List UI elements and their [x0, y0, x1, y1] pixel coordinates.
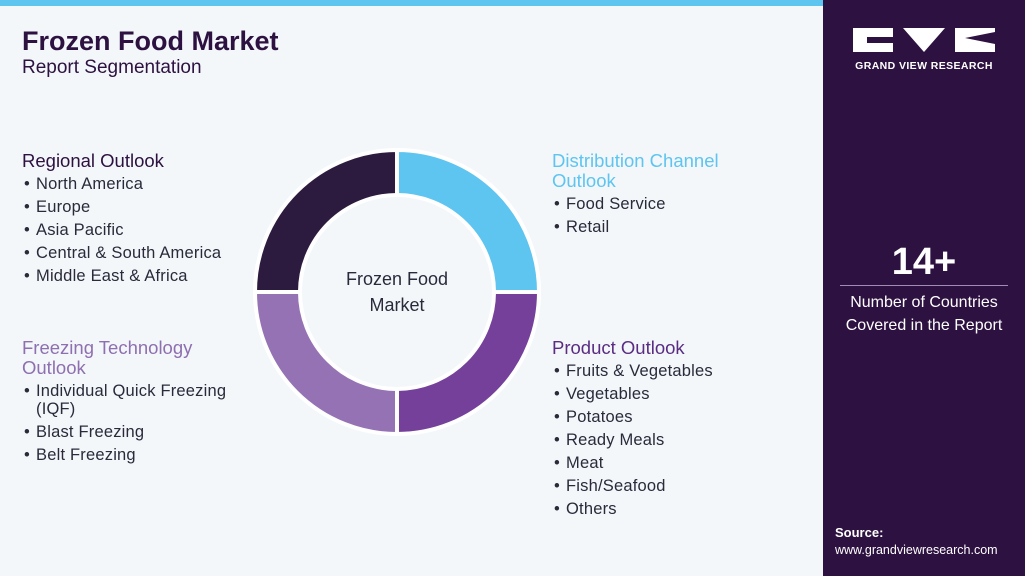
- section: Product Outlook Fruits & Vegetables Vegeta…: [552, 338, 792, 523]
- logo: [853, 28, 995, 52]
- donut-label: Frozen Food Market: [345, 269, 449, 315]
- donut: [252, 147, 542, 437]
- section-title: Distribution Channel Outlook: [552, 150, 719, 191]
- stat: 14+: [891, 241, 957, 283]
- item-list: North America Europe Asia Pacific Central &…: [22, 175, 262, 285]
- item: North America: [22, 175, 262, 193]
- subtitle: Report Segmentation: [22, 57, 202, 78]
- item-list: Food Service Retail: [552, 195, 767, 236]
- item: Blast Freezing: [22, 423, 252, 441]
- item: Others: [552, 500, 792, 518]
- item: Asia Pacific: [22, 221, 262, 239]
- section-title: Regional Outlook: [22, 150, 164, 171]
- title: Frozen Food Market: [22, 26, 279, 56]
- item: Vegetables: [552, 385, 792, 403]
- item: Fish/Seafood: [552, 477, 792, 495]
- item: Retail: [552, 218, 767, 236]
- item: Food Service: [552, 195, 767, 213]
- sidebar: GRAND VIEW RESEARCH 14+ Number of Countr…: [823, 0, 1025, 576]
- source-url: www.grandviewresearch.com: [835, 543, 998, 557]
- section-title: Product Outlook: [552, 337, 685, 358]
- item: Meat: [552, 454, 792, 472]
- section-title: Freezing Technology Outlook: [22, 337, 193, 378]
- section: Freezing Technology OutlookIndividual Qu…: [22, 338, 252, 469]
- top-bar: [0, 0, 823, 6]
- source-label: Source:: [835, 525, 884, 540]
- stat-label: Number of Countries Covered in the Repor…: [845, 294, 1003, 334]
- item: Belt Freezing: [22, 446, 252, 464]
- item-list: Individual Quick Freezing (IQF) Blast Fre…: [22, 382, 252, 464]
- donut-segment: [252, 147, 399, 294]
- brand: GRAND VIEW RESEARCH: [855, 60, 993, 72]
- section: Distribution Channel OutlookFood Service…: [552, 151, 767, 241]
- item: Individual Quick Freezing (IQF): [22, 382, 252, 418]
- item-list: Fruits & Vegetables Vegetables Potatoes Rea…: [552, 362, 792, 518]
- item: Fruits & Vegetables: [552, 362, 792, 380]
- item: Central & South America: [22, 244, 262, 262]
- item: Ready Meals: [552, 431, 792, 449]
- divider: [840, 285, 1008, 286]
- item: Potatoes: [552, 408, 792, 426]
- item: Europe: [22, 198, 262, 216]
- section: Regional Outlook North America Europe Asia …: [22, 151, 262, 290]
- item: Middle East & Africa: [22, 267, 262, 285]
